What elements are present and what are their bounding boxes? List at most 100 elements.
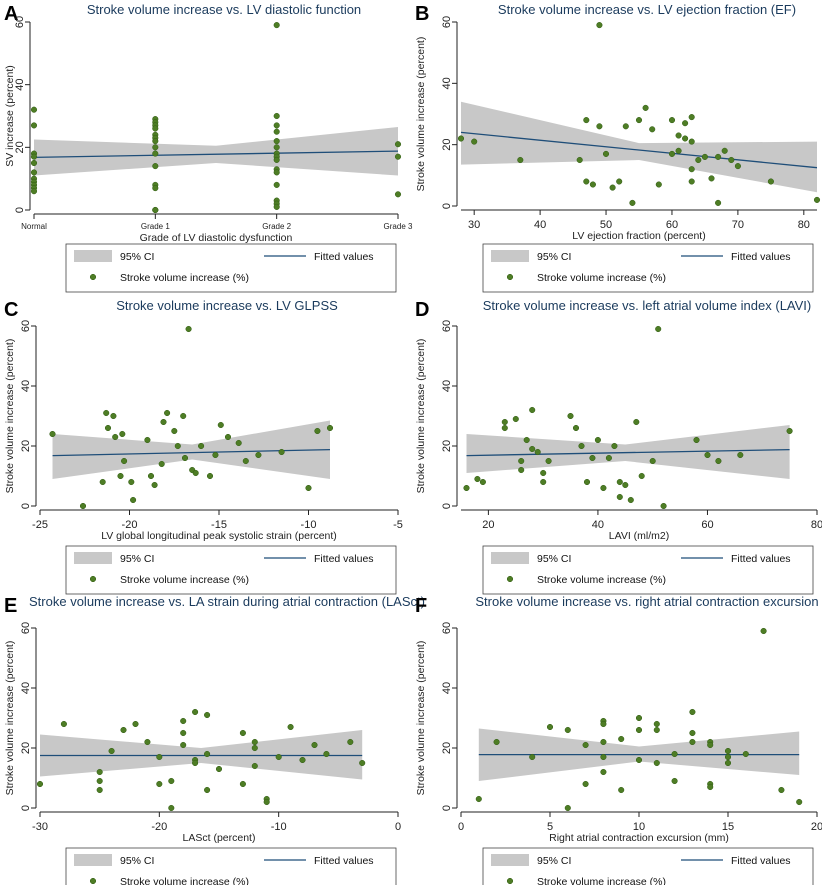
- data-point: [299, 756, 306, 764]
- x-tick-label: 0: [458, 821, 464, 833]
- data-point: [30, 169, 38, 176]
- data-point: [564, 726, 571, 734]
- data-point: [600, 738, 607, 746]
- x-tick-label: 80: [811, 519, 822, 531]
- data-point: [30, 106, 38, 113]
- x-tick-label: Grade 2: [262, 222, 291, 231]
- y-tick-label: 20: [441, 742, 453, 754]
- legend-ci-label: 95% CI: [120, 855, 154, 867]
- confidence-band: [34, 127, 398, 176]
- confidence-band: [52, 420, 330, 479]
- data-point: [273, 22, 280, 29]
- y-axis-title: Stroke volume increase (percent): [415, 37, 427, 192]
- data-point: [99, 478, 106, 486]
- legend-fit-label: Fitted values: [731, 553, 791, 565]
- legend: 95% CI Fitted values Stroke volume increas…: [65, 847, 397, 890]
- data-point: [96, 777, 103, 785]
- y-axis-title: Stroke volume increase (percent): [4, 339, 16, 494]
- data-point: [675, 147, 682, 154]
- panel-f: F Stroke volume increase vs. right atrial…: [415, 594, 822, 890]
- data-point: [688, 178, 695, 185]
- legend-points-label: Stroke volume increase (%): [537, 876, 666, 885]
- y-tick-label: 60: [20, 320, 32, 332]
- legend-ci-label: 95% CI: [537, 553, 571, 565]
- data-point: [108, 747, 115, 755]
- legend: 95% CI Fitted values Stroke volume increas…: [65, 243, 397, 293]
- y-tick-label: 60: [20, 622, 32, 634]
- y-tick-label: 40: [20, 682, 32, 694]
- data-point: [128, 478, 135, 486]
- legend-box: [482, 243, 814, 293]
- chart-title: Stroke volume increase vs. LV ejection f…: [498, 2, 796, 17]
- y-tick-label: 0: [20, 805, 32, 811]
- legend-points-label: Stroke volume increase (%): [537, 272, 666, 284]
- x-axis-title: LV ejection fraction (percent): [572, 230, 705, 242]
- data-point: [278, 448, 285, 456]
- data-point: [224, 433, 232, 441]
- legend-point-swatch: [506, 877, 514, 885]
- chart-title: Stroke volume increase vs. left atrial v…: [483, 298, 812, 313]
- x-tick-label: 30: [468, 219, 480, 231]
- data-point: [642, 104, 649, 111]
- data-point: [693, 436, 700, 444]
- data-point: [394, 191, 402, 198]
- data-point: [546, 723, 554, 731]
- legend-ci-swatch: [74, 854, 112, 866]
- y-axis-title: Stroke volume increase (percent): [4, 641, 16, 796]
- data-point: [171, 427, 178, 435]
- data-point: [120, 726, 127, 734]
- data-point: [347, 738, 354, 746]
- legend-point-swatch: [89, 575, 97, 583]
- data-point: [529, 445, 536, 453]
- legend-ci-swatch: [74, 552, 112, 564]
- data-point: [152, 144, 159, 151]
- x-tick-label: Grade 1: [141, 222, 170, 231]
- data-point: [164, 409, 171, 417]
- data-point: [273, 128, 280, 135]
- data-point: [540, 469, 547, 477]
- data-point: [239, 780, 246, 788]
- data-point: [394, 153, 402, 160]
- panel-d: D Stroke volume increase vs. left atrial …: [415, 298, 822, 595]
- data-point: [813, 196, 821, 203]
- y-tick-label: 0: [20, 503, 32, 509]
- y-axis-title: Stroke volume increase (percent): [415, 339, 427, 494]
- data-point: [600, 768, 607, 776]
- data-point: [688, 166, 695, 173]
- confidence-band: [461, 101, 817, 193]
- legend: 95% CI Fitted values Stroke volume increas…: [482, 545, 814, 595]
- data-point: [655, 181, 662, 188]
- data-point: [132, 720, 139, 728]
- data-point: [715, 153, 722, 160]
- chart-title: Stroke volume increase vs. LV GLPSS: [116, 298, 338, 313]
- x-tick-label: 0: [395, 821, 401, 833]
- data-point: [147, 472, 155, 480]
- data-point: [616, 178, 623, 185]
- data-point: [518, 457, 525, 465]
- y-tick-label: 0: [441, 805, 453, 811]
- data-point: [192, 469, 199, 477]
- data-point: [653, 759, 660, 767]
- data-point: [622, 481, 629, 489]
- data-point: [582, 780, 589, 788]
- data-point: [103, 409, 110, 417]
- data-point: [635, 117, 643, 124]
- data-point: [653, 720, 660, 728]
- x-tick-label: 20: [482, 519, 494, 531]
- data-point: [501, 424, 508, 432]
- data-point: [156, 753, 163, 761]
- data-point: [633, 418, 640, 426]
- data-point: [160, 418, 167, 426]
- legend-fit-label: Fitted values: [731, 251, 791, 263]
- data-point: [152, 138, 159, 145]
- data-point: [305, 484, 312, 492]
- data-point: [30, 188, 38, 195]
- data-point: [724, 747, 732, 755]
- data-point: [144, 436, 151, 444]
- data-point: [689, 738, 696, 746]
- data-point: [152, 150, 159, 157]
- data-point: [251, 738, 258, 746]
- data-point: [152, 206, 159, 214]
- legend-box: [482, 545, 814, 595]
